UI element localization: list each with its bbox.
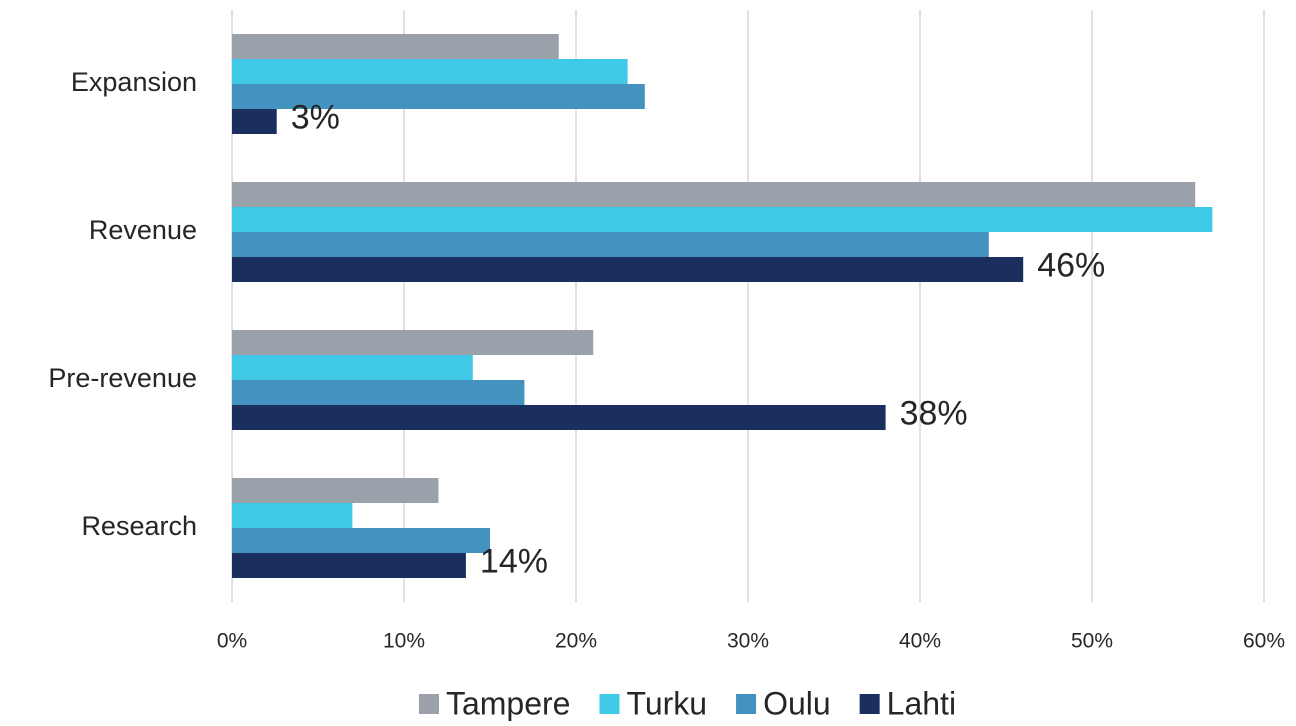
bar [232,182,1196,207]
bar [232,355,473,380]
legend-label: Oulu [763,685,831,721]
bar [232,84,645,109]
x-tick-label: 50% [1071,630,1113,653]
x-tick-label: 60% [1243,630,1285,653]
legend-swatch [599,694,620,714]
legend-label: Lahti [887,685,956,721]
x-tick-label: 20% [555,630,597,653]
bar [232,232,989,257]
bar [232,405,886,430]
bar [232,503,353,528]
legend-swatch [859,694,880,714]
legend-label: Turku [626,685,707,721]
legend-swatch [418,694,439,714]
bar [232,528,490,553]
data-label: 3% [291,98,340,136]
bar [232,380,525,405]
bar [232,257,1024,282]
x-tick-label: 40% [899,630,941,653]
category-label: Pre-revenue [48,363,197,393]
bar [232,59,628,84]
legend-swatch [736,694,757,714]
bar [232,553,466,578]
x-tick-label: 30% [727,630,769,653]
data-label: 46% [1037,246,1105,284]
bar [232,34,559,59]
category-label: Research [81,511,197,541]
bar [232,109,277,134]
category-label: Revenue [89,215,197,245]
bar [232,478,439,503]
x-tick-label: 0% [217,630,247,653]
bar [232,207,1213,232]
legend-label: Tampere [446,685,571,721]
category-label: Expansion [71,67,197,97]
data-label: 14% [480,542,548,580]
x-tick-label: 10% [383,630,425,653]
data-label: 38% [900,394,968,432]
bar [232,330,594,355]
